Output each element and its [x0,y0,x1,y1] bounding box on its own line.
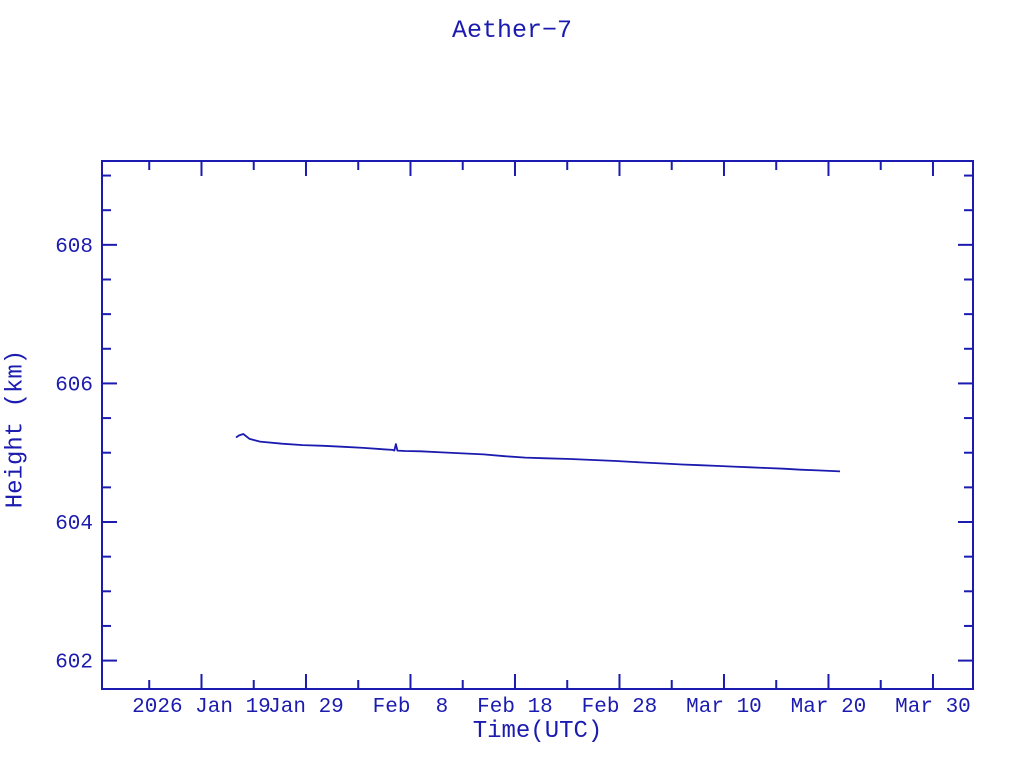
y-tick-label: 608 [55,236,93,259]
y-tick-label: 606 [55,374,93,397]
y-tick-label: 604 [55,513,93,536]
chart-title: Aether−7 [451,16,573,45]
x-tick-label: 2026 Jan 19 [132,696,271,719]
plot-frame [101,160,974,690]
x-tick-label: Jan 29 [268,696,344,719]
x-tick-label: Mar 30 [895,696,971,719]
height-series-line [235,433,841,473]
y-tick-label: 602 [55,652,93,675]
x-tick-label: Feb 28 [582,696,658,719]
x-tick-label: Mar 10 [686,696,762,719]
y-axis-label: Height (km) [2,349,30,509]
x-tick-label: Feb 8 [373,696,449,719]
x-tick-label: Feb 18 [477,696,553,719]
x-tick-label: Mar 20 [791,696,867,719]
x-axis-label: Time(UTC) [472,718,603,745]
